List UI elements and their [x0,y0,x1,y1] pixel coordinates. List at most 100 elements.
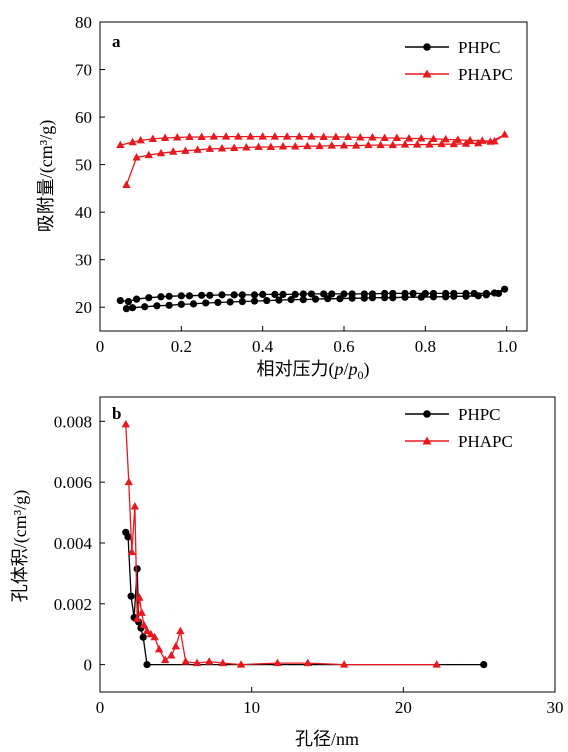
data-point-phapc [142,626,152,635]
data-point-phapc [197,132,206,141]
y-axis-ticks-b: 0 0.002 0.004 0.006 0.008 [54,412,105,675]
data-point-phapc [432,660,441,668]
legend-label-a-phapc: PHAPC [458,65,513,84]
data-point-phapc [331,132,341,141]
x-tick-label: 1.0 [496,337,517,356]
y-tick-label: 80 [75,13,92,32]
x-axis-label-a-part-2: p [332,359,343,379]
legend-item-b-phapc: PHAPC [405,432,513,451]
data-point-phpc [299,296,307,304]
data-point-phapc [453,135,463,143]
y-tick-label: 70 [75,61,92,80]
data-point-phapc [303,141,312,150]
y-tick-label: 0.008 [54,412,92,431]
legend-item-b-phpc: PHPC [405,405,501,424]
y-tick-label: 30 [75,251,92,270]
y-tick-label: 0.004 [54,534,93,553]
data-point-phapc [205,657,214,665]
data-point-phpc [287,296,295,304]
x-tick-label: 0.4 [252,337,274,356]
data-point-phapc [146,629,156,638]
data-point-phapc [352,141,361,149]
data-point-phapc [327,141,336,149]
data-point-phpc [409,289,417,298]
data-point-phpc [122,305,131,313]
data-point-phapc [169,147,178,155]
data-point-phpc [324,295,332,303]
data-point-phpc [214,298,222,307]
data-point-phpc [218,291,226,299]
x-tick-label: 20 [395,698,412,717]
data-point-phapc [236,660,246,668]
data-point-phpc [157,293,165,301]
data-point-phapc [193,145,202,153]
data-point-phpc [474,292,482,300]
legend-item-a-phapc: PHAPC [405,65,513,84]
panel-label-b: b [112,404,121,423]
y-axis-label-a: 吸附量/(cm³/g) [36,120,57,232]
y-tick-label: 0.006 [54,473,92,492]
data-point-phapc [221,132,231,140]
y-tick-label: 20 [75,298,92,317]
plot-frame-b [99,396,556,693]
data-point-phpc [250,297,259,305]
data-point-phapc [234,132,243,140]
data-point-phapc [242,143,251,151]
data-point-phpc [143,661,151,669]
data-point-phapc [500,130,509,138]
data-point-phpc [153,302,161,310]
data-point-phapc [139,620,149,629]
x-tick-label: 0.2 [171,337,192,356]
y-axis-label-b: 孔体积/(cm³/g) [10,490,31,602]
data-point-phpc [238,297,246,306]
data-point-phapc [270,132,280,140]
data-point-phpc [429,293,438,301]
data-point-phpc [230,291,238,299]
data-point-phapc [490,136,499,145]
data-point-phapc [230,143,239,151]
data-point-phapc [132,614,142,623]
data-point-phapc [291,142,300,150]
data-point-phapc [461,139,471,147]
legend-marker-b-phapc [422,436,432,445]
data-point-phpc [141,303,149,311]
data-point-phpc [128,304,137,312]
data-point-phapc [273,658,282,667]
data-point-phpc [307,290,316,298]
legend-marker-a-phapc [422,69,432,78]
data-point-phapc [181,657,190,665]
data-point-phapc [218,658,228,667]
data-point-phpc [279,290,287,298]
data-point-phapc [295,132,304,140]
data-point-phpc [401,293,409,301]
data-point-phapc [400,140,410,148]
data-point-phpc [226,298,234,306]
x-axis-label-a-part-6: ) [364,359,370,380]
data-point-phpc [124,533,132,541]
y-tick-label: 50 [75,156,92,175]
legend-item-a-phpc: PHPC [405,38,501,57]
data-point-phapc [205,144,214,152]
data-point-phpc [275,296,283,304]
data-point-phapc [437,139,446,148]
data-point-phpc [480,661,488,669]
data-point-phpc [299,290,307,298]
data-point-phapc [136,135,145,144]
data-point-phapc [278,142,288,150]
series-a [116,130,509,313]
data-point-phpc [165,292,173,300]
data-point-phapc [181,146,190,154]
data-point-phapc [474,138,483,147]
x-tick-label: 0.8 [415,337,436,356]
series-line-phapc [125,424,437,666]
data-point-phpc [133,295,141,303]
data-point-phpc [442,293,450,301]
data-point-phapc [388,140,397,149]
x-axis-label-b: 孔径/nm [295,729,359,749]
data-point-phpc [198,291,206,299]
data-point-phpc [328,290,336,298]
x-axis-ticks-a: 0 0.2 0.4 0.6 0.8 1.0 [96,326,517,356]
data-point-phapc [156,148,166,157]
legend-b: PHPC PHAPC [405,405,513,451]
